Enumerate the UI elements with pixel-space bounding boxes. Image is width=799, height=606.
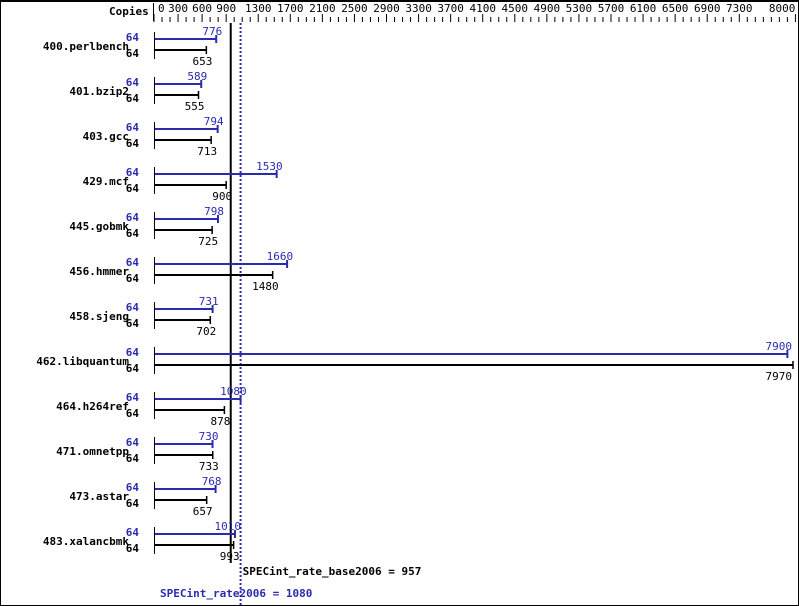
- benchmark-label: 458.sjeng: [69, 310, 129, 323]
- base-value-label: 993: [220, 550, 240, 563]
- peak-copies: 64: [126, 301, 140, 314]
- peak-value-label: 1010: [214, 520, 241, 533]
- peak-value-label: 730: [199, 430, 219, 443]
- base-value-label: 1480: [252, 280, 279, 293]
- benchmark-label: 403.gcc: [83, 130, 129, 143]
- tick-label: 6900: [694, 2, 721, 15]
- base-copies: 64: [126, 542, 140, 555]
- peak-value-label: 1080: [220, 385, 247, 398]
- peak-value-label: 731: [199, 295, 219, 308]
- base-copies: 64: [126, 47, 140, 60]
- peak-copies: 64: [126, 166, 140, 179]
- base-value-label: 657: [193, 505, 213, 518]
- benchmark-label: 483.xalancbmk: [43, 535, 129, 548]
- tick-label: 3300: [405, 2, 432, 15]
- tick-label: 6500: [662, 2, 689, 15]
- base-value-label: 725: [198, 235, 218, 248]
- peak-reference-label: SPECint_rate2006 = 1080: [160, 587, 312, 600]
- base-value-label: 702: [196, 325, 216, 338]
- base-copies: 64: [126, 182, 140, 195]
- peak-copies: 64: [126, 211, 140, 224]
- tick-label: 1700: [277, 2, 304, 15]
- peak-value-label: 7900: [766, 340, 793, 353]
- tick-label: 900: [216, 2, 236, 15]
- benchmark-label: 400.perlbench: [43, 40, 129, 53]
- peak-value-label: 589: [187, 70, 207, 83]
- base-copies: 64: [126, 317, 140, 330]
- base-value-label: 733: [199, 460, 219, 473]
- base-reference-label: SPECint_rate_base2006 = 957: [243, 565, 422, 578]
- tick-label: 7300: [726, 2, 753, 15]
- base-copies: 64: [126, 497, 140, 510]
- tick-label: 300: [168, 2, 188, 15]
- benchmark-label: 473.astar: [69, 490, 129, 503]
- base-copies: 64: [126, 362, 140, 375]
- tick-label: 5700: [598, 2, 625, 15]
- benchmark-label: 471.omnetpp: [56, 445, 129, 458]
- base-copies: 64: [126, 407, 140, 420]
- peak-copies: 64: [126, 526, 140, 539]
- tick-label: 6100: [630, 2, 657, 15]
- peak-value-label: 776: [202, 25, 222, 38]
- tick-label: 3700: [437, 2, 464, 15]
- benchmark-label: 456.hmmer: [69, 265, 129, 278]
- base-value-label: 555: [185, 100, 205, 113]
- tick-label: 2500: [341, 2, 368, 15]
- tick-label: 2900: [373, 2, 400, 15]
- peak-value-label: 1660: [267, 250, 294, 263]
- peak-value-label: 768: [202, 475, 222, 488]
- base-value-label: 713: [197, 145, 217, 158]
- benchmark-label: 401.bzip2: [69, 85, 129, 98]
- peak-copies: 64: [126, 436, 140, 449]
- peak-value-label: 798: [204, 205, 224, 218]
- tick-label: 5300: [566, 2, 593, 15]
- tick-label: 8000: [769, 2, 796, 15]
- base-copies: 64: [126, 227, 140, 240]
- peak-copies: 64: [126, 121, 140, 134]
- benchmark-label: 429.mcf: [83, 175, 129, 188]
- peak-value-label: 1530: [256, 160, 283, 173]
- peak-copies: 64: [126, 76, 140, 89]
- axis-header: Copies: [109, 5, 149, 18]
- base-copies: 64: [126, 92, 140, 105]
- tick-label: 4100: [469, 2, 496, 15]
- benchmark-label: 462.libquantum: [36, 355, 129, 368]
- tick-label: 1300: [245, 2, 272, 15]
- base-copies: 64: [126, 137, 140, 150]
- tick-label: 2100: [309, 2, 336, 15]
- base-value-label: 7970: [766, 370, 793, 383]
- base-copies: 64: [126, 272, 140, 285]
- tick-label: 600: [192, 2, 212, 15]
- tick-label: 4500: [502, 2, 529, 15]
- base-value-label: 878: [211, 415, 231, 428]
- benchmark-label: 445.gobmk: [69, 220, 129, 233]
- peak-copies: 64: [126, 481, 140, 494]
- base-copies: 64: [126, 452, 140, 465]
- peak-copies: 64: [126, 31, 140, 44]
- tick-label: 4900: [534, 2, 561, 15]
- peak-copies: 64: [126, 391, 140, 404]
- base-value-label: 653: [192, 55, 212, 68]
- tick-label: 0: [158, 2, 165, 15]
- peak-copies: 64: [126, 256, 140, 269]
- peak-value-label: 794: [204, 115, 224, 128]
- base-value-label: 900: [212, 190, 232, 203]
- benchmark-label: 464.h264ref: [56, 400, 129, 413]
- peak-copies: 64: [126, 346, 140, 359]
